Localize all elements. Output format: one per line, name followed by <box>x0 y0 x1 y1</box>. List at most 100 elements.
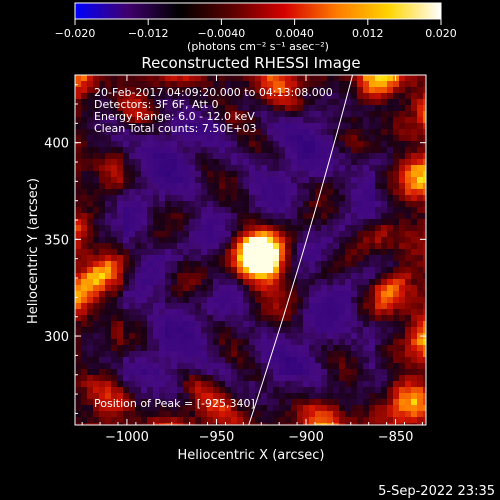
heatmap-cell <box>93 339 99 345</box>
heatmap-cell <box>411 315 417 321</box>
heatmap-cell <box>213 141 219 147</box>
heatmap-cell <box>213 405 219 411</box>
heatmap-cell <box>375 297 381 303</box>
heatmap-cell <box>423 111 426 117</box>
heatmap-cell <box>213 351 219 357</box>
heatmap-cell <box>273 117 279 123</box>
heatmap-cell <box>159 315 165 321</box>
heatmap-cell <box>201 141 207 147</box>
heatmap-cell <box>423 159 426 165</box>
heatmap-cell <box>117 171 123 177</box>
heatmap-cell <box>423 237 426 243</box>
heatmap-cell <box>243 153 249 159</box>
heatmap-cell <box>279 345 285 351</box>
heatmap-cell <box>357 171 363 177</box>
heatmap-cell <box>219 147 225 153</box>
heatmap-cell <box>417 357 423 363</box>
heatmap-cell <box>363 369 369 375</box>
heatmap-cell <box>99 147 105 153</box>
heatmap-cell <box>393 309 399 315</box>
heatmap-cell <box>213 177 219 183</box>
heatmap-cell <box>375 333 381 339</box>
heatmap-cell <box>279 255 285 261</box>
heatmap-cell <box>273 393 279 399</box>
heatmap-cell <box>279 411 285 417</box>
heatmap-cell <box>189 363 195 369</box>
heatmap-cell <box>279 339 285 345</box>
heatmap-cell <box>105 177 111 183</box>
heatmap-cell <box>147 177 153 183</box>
y-tick-label: 350 <box>44 233 69 248</box>
heatmap-cell <box>195 363 201 369</box>
heatmap-cell <box>105 207 111 213</box>
heatmap-cell <box>105 315 111 321</box>
heatmap-cell <box>261 231 267 237</box>
heatmap-cell <box>357 93 363 99</box>
heatmap-cell <box>309 279 315 285</box>
heatmap-cell <box>111 111 117 117</box>
heatmap-cell <box>87 387 93 393</box>
heatmap-cell <box>255 375 261 381</box>
heatmap-cell <box>93 81 99 87</box>
x-axis: −1000 −950 −900 −850 <box>81 75 423 445</box>
heatmap-cell <box>129 375 135 381</box>
heatmap-cell <box>369 87 375 93</box>
heatmap-cell <box>327 111 333 117</box>
heatmap-cell <box>99 387 105 393</box>
heatmap-cell <box>285 417 291 423</box>
heatmap-cell <box>225 135 231 141</box>
heatmap-cell <box>327 159 333 165</box>
heatmap-cell <box>393 213 399 219</box>
heatmap-cell <box>297 81 303 87</box>
heatmap-cell <box>381 129 387 135</box>
heatmap-cell <box>129 225 135 231</box>
heatmap-cell <box>81 345 87 351</box>
heatmap-cell <box>357 261 363 267</box>
heatmap-cell <box>303 207 309 213</box>
heatmap-cell <box>411 297 417 303</box>
heatmap-cell <box>123 141 129 147</box>
heatmap-cell <box>417 417 423 423</box>
heatmap-cell <box>399 345 405 351</box>
heatmap-cell <box>111 423 117 425</box>
heatmap-cell <box>315 267 321 273</box>
heatmap-cell <box>333 99 339 105</box>
heatmap-cell <box>135 99 141 105</box>
heatmap-cell <box>381 327 387 333</box>
heatmap-cell <box>315 105 321 111</box>
heatmap-cell <box>327 423 333 425</box>
colorbar-tick-label: −0.012 <box>128 27 169 40</box>
heatmap-cell <box>219 123 225 129</box>
heatmap-cell <box>99 225 105 231</box>
heatmap-cell <box>141 423 147 425</box>
heatmap-cell <box>363 81 369 87</box>
heatmap-cell <box>165 411 171 417</box>
heatmap-cell <box>309 261 315 267</box>
heatmap-cell <box>183 357 189 363</box>
heatmap-cell <box>411 147 417 153</box>
heatmap-cell <box>207 399 213 405</box>
heatmap-cell <box>141 357 147 363</box>
heatmap-cell <box>111 177 117 183</box>
heatmap-cell <box>315 345 321 351</box>
heatmap-cell <box>381 135 387 141</box>
heatmap-cell <box>159 357 165 363</box>
heatmap-cell <box>177 297 183 303</box>
heatmap-cell <box>165 273 171 279</box>
heatmap-cell <box>351 273 357 279</box>
heatmap-cell <box>351 423 357 425</box>
heatmap-cell <box>255 261 261 267</box>
heatmap-cell <box>189 207 195 213</box>
heatmap-cell <box>249 225 255 231</box>
heatmap-cell <box>327 261 333 267</box>
heatmap-cell <box>333 321 339 327</box>
heatmap-cell <box>399 135 405 141</box>
heatmap-cell <box>393 243 399 249</box>
heatmap-cell <box>375 387 381 393</box>
heatmap-cell <box>345 285 351 291</box>
heatmap-cell <box>309 171 315 177</box>
heatmap-cell <box>261 129 267 135</box>
heatmap-cell <box>351 417 357 423</box>
heatmap-cell <box>399 141 405 147</box>
heatmap-cell <box>297 195 303 201</box>
